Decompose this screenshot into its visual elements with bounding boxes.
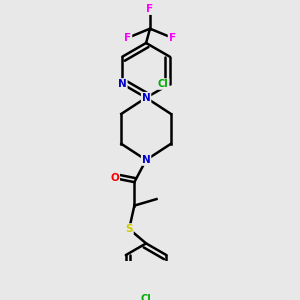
Text: N: N xyxy=(142,155,151,165)
Text: Cl: Cl xyxy=(141,294,152,300)
Text: F: F xyxy=(124,33,131,43)
Text: O: O xyxy=(110,173,119,183)
Text: F: F xyxy=(169,33,176,43)
Text: Cl: Cl xyxy=(158,79,169,89)
Text: N: N xyxy=(118,79,127,89)
Text: S: S xyxy=(125,224,133,234)
Text: F: F xyxy=(146,4,154,14)
Text: N: N xyxy=(142,93,151,103)
